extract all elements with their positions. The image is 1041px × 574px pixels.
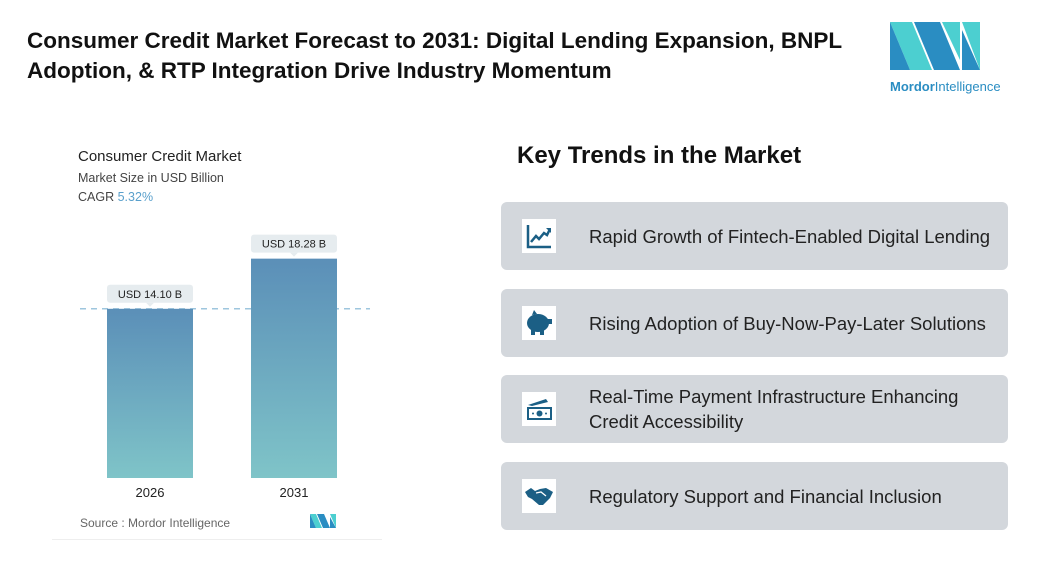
trend-card: Real-Time Payment Infrastructure Enhanci… xyxy=(501,375,1008,443)
bar-chart: USD 14.10 B 2026 USD 18.28 B 2031 xyxy=(80,234,370,500)
data-label: USD 18.28 B xyxy=(262,239,326,251)
data-label-pointer xyxy=(290,252,298,257)
trends-heading: Key Trends in the Market xyxy=(517,142,802,169)
data-label-bg xyxy=(251,234,337,253)
source-note: Source : Mordor Intelligence xyxy=(80,516,231,530)
money-icon xyxy=(522,392,556,426)
trend-card: Regulatory Support and Financial Inclusi… xyxy=(501,462,1008,530)
cagr-value: 5.32% xyxy=(117,190,154,204)
x-tick-label: 2026 xyxy=(136,485,165,500)
mordor-logo: MordorIntelligence xyxy=(890,20,1001,94)
chart-title: Consumer Credit Market xyxy=(78,148,242,165)
data-label: USD 14.10 B xyxy=(118,289,182,301)
data-label-pointer xyxy=(146,302,154,307)
page-title: Consumer Credit Market Forecast to 2031:… xyxy=(27,28,842,83)
piggy-bank-icon xyxy=(522,306,556,340)
bar-2031 xyxy=(251,258,337,478)
line-chart-icon xyxy=(522,219,556,253)
trend-label: Regulatory Support and Financial Inclusi… xyxy=(589,485,942,507)
logo-text-intelligence: Intelligence xyxy=(934,79,1001,94)
chart-subtitle: Market Size in USD Billion xyxy=(78,171,224,185)
handshake-icon xyxy=(522,479,556,513)
logo-text-mordor: Mordor xyxy=(890,79,935,94)
trend-card: Rapid Growth of Fintech-Enabled Digital … xyxy=(501,202,1008,270)
mordor-logo-icon xyxy=(890,22,980,70)
trend-card: Rising Adoption of Buy-Now-Pay-Later Sol… xyxy=(501,289,1008,357)
trend-label: Real-Time Payment Infrastructure Enhanci… xyxy=(589,386,959,432)
x-tick-label: 2031 xyxy=(280,485,309,500)
trend-label: Rapid Growth of Fintech-Enabled Digital … xyxy=(589,225,991,247)
bar-2026 xyxy=(107,308,193,478)
data-label-bg xyxy=(107,284,193,303)
trend-label: Rising Adoption of Buy-Now-Pay-Later Sol… xyxy=(589,312,986,334)
chart-panel: USD 14.10 B 2026 USD 18.28 B 2031 Consumer … xyxy=(52,130,382,540)
cagr: CAGR 5.32% xyxy=(78,190,153,204)
mini-logo-icon xyxy=(310,514,336,528)
cagr-label: CAGR xyxy=(78,190,115,204)
